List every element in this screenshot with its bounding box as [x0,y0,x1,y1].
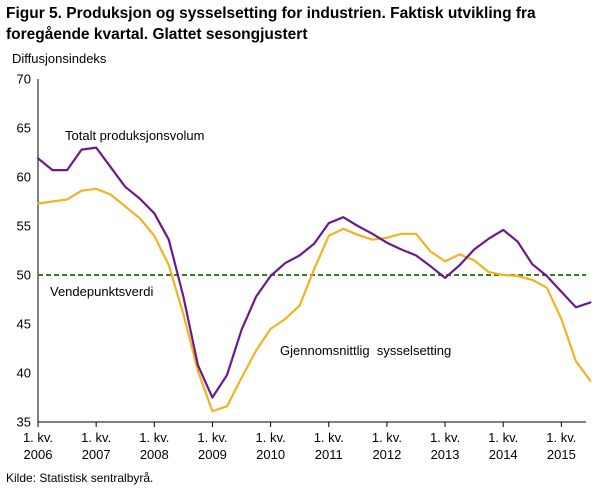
x-tick-year: 2015 [547,447,576,462]
series-line-produksjon [36,146,592,399]
y-tick-label: 45 [17,317,31,332]
x-tick-year: 2007 [82,447,111,462]
x-tick-quarter: 1. kv. [546,430,576,445]
x-tick-year: 2013 [431,447,460,462]
x-tick-quarter: 1. kv. [256,430,286,445]
x-tick-label: 1. kv. 2014 [488,430,518,462]
annotations: Totalt produksjonsvolum Vendepunktsverdi G… [50,128,451,358]
y-tick-label: 65 [17,121,31,136]
x-tick-quarter: 1. kv. [372,430,402,445]
x-tick-label: 1. kv. 2008 [139,430,169,462]
y-tick-label: 40 [17,366,31,381]
x-tick-quarter: 1. kv. [488,430,518,445]
x-tick-label: 1. kv. 2006 [23,430,53,462]
annotation-label: Vendepunktsverdi [50,284,153,299]
x-tick-year: 2006 [24,447,53,462]
x-tick-quarter: 1. kv. [314,430,344,445]
x-tick-quarter: 1. kv. [81,430,111,445]
x-tick-label: 1. kv. 2010 [256,430,286,462]
source-note: Kilde: Statistisk sentralbyrå. [6,471,154,485]
x-tick-label: 1. kv. 2011 [314,430,344,462]
x-tick-year: 2014 [489,447,518,462]
x-tick-label: 1. kv. 2009 [197,430,227,462]
x-tick-label: 1. kv. 2013 [430,430,460,462]
chart-title: Figur 5. Produksjon og sysselsetting for… [6,5,536,43]
x-tick-label: 1. kv. 2012 [372,430,402,462]
series-line-sysselsetting [36,187,592,413]
y-tick-label: 70 [17,72,31,87]
x-tick-quarter: 1. kv. [430,430,460,445]
x-tick-quarter: 1. kv. [197,430,227,445]
y-tick-label: 50 [17,268,31,283]
x-axis-ticks: 1. kv. 2006 1. kv. 2007 1. kv. 2008 1. kv. 2009… [23,422,576,462]
x-tick-year: 2009 [198,447,227,462]
y-axis-ticks: 35 40 45 50 55 60 65 70 [17,72,31,430]
y-tick-label: 55 [17,219,31,234]
x-tick-year: 2010 [256,447,285,462]
y-axis-label: Diffusjonsindeks [12,51,107,66]
x-tick-label: 1. kv. 2007 [81,430,111,462]
x-tick-year: 2008 [140,447,169,462]
axes [37,79,586,423]
x-tick-quarter: 1. kv. [23,430,53,445]
x-tick-label: 1. kv. 2015 [546,430,576,462]
x-tick-quarter: 1. kv. [139,430,169,445]
x-tick-year: 2012 [372,447,401,462]
annotation-label: Gjennomsnittlig sysselsetting [280,343,451,358]
y-tick-label: 35 [17,415,31,430]
series-group [36,146,592,413]
y-tick-label: 60 [17,170,31,185]
annotation-label: Totalt produksjonsvolum [65,128,204,143]
x-tick-year: 2011 [315,447,343,462]
